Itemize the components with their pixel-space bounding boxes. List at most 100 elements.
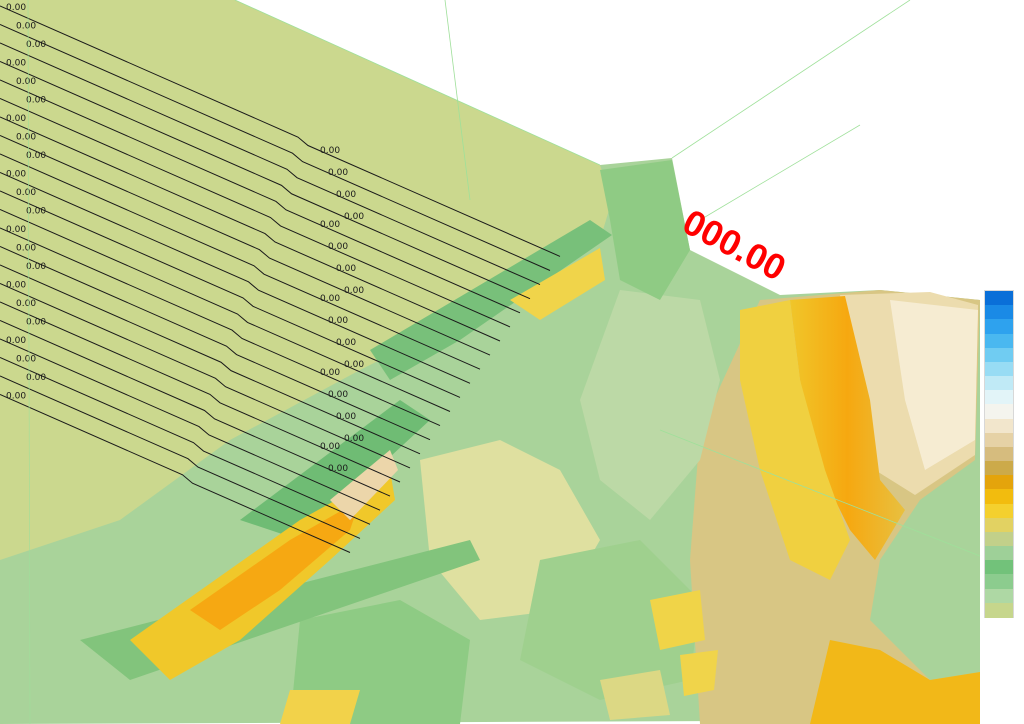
legend-swatch [985,291,1013,306]
contour-label: 0.00 [320,146,340,156]
contour-label: 0.00 [6,281,26,291]
axis-line [671,0,911,159]
contour-label: 0.00 [16,244,36,254]
contour-line [0,375,361,539]
contour-label: 0.00 [16,188,36,198]
legend-swatch [985,531,1013,547]
legend-swatch [985,461,1013,477]
axis-line [27,0,31,724]
legend-swatch [985,305,1013,321]
contour-line [0,61,531,300]
ridge-band-bottom-orange [810,640,980,724]
bump-4 [680,650,718,696]
contour-lines: 0.00 0.00 0.00 0.00 0.00 0.00 0.00 0.00 0.00 0.00… [0,3,561,553]
contour-line [0,246,431,441]
contour-line [0,5,561,257]
contour-label: 0.00 [328,316,348,326]
legend-swatch [985,347,1013,363]
legend-swatch [985,390,1013,406]
contour-line [0,172,471,384]
contour-line [0,98,511,328]
legend-swatch [985,560,1013,576]
contour-line [0,79,521,314]
contour-line [0,116,501,342]
contour-label: 0.00 [16,133,36,143]
contour-label: 0.00 [336,338,356,348]
contour-label: 0.00 [336,190,356,200]
contour-label: 0.00 [320,294,340,304]
ridge-band-cream [890,300,978,470]
ridge-band-orange [790,296,905,560]
spur-upper-yellow [510,248,605,320]
contour-line [0,227,441,427]
contour-line [0,190,461,398]
fold-orange-inner [190,500,360,630]
legend-swatch [985,404,1013,420]
contour-label: 0.00 [328,242,348,252]
contour-label: 0.00 [320,220,340,230]
contour-label: 0.00 [328,464,348,474]
legend-swatch [985,602,1013,618]
axis-line [234,0,601,166]
legend-swatch [985,546,1013,562]
legend-swatch [985,446,1013,462]
legend-swatch [985,489,1013,505]
contour-label: 0.00 [344,360,364,370]
contour-label: 0.00 [344,212,364,222]
color-scale-legend [984,290,1014,618]
legend-swatch [985,361,1013,377]
legend-swatch [985,588,1013,604]
contour-label: 0.00 [320,442,340,452]
legend-swatch [985,475,1013,491]
legend-swatch [985,319,1013,335]
axis-line [444,0,471,201]
contour-line [0,320,391,497]
contour-label: 0.00 [328,390,348,400]
contour-label: 0.00 [16,77,36,87]
contour-label: 0.00 [26,96,46,106]
contour-line [0,357,371,525]
bump-3 [280,690,360,724]
contour-label: 0.00 [26,207,46,217]
bump-2 [600,670,670,720]
contour-label: 0.00 [26,40,46,50]
contour-label: 0.00 [6,225,26,235]
contour-label: 0.00 [16,22,36,32]
contour-label: 0.00 [328,168,348,178]
contour-line [0,264,421,455]
contour-label: 0.00 [336,412,356,422]
contour-label: 0.00 [6,336,26,346]
contour-label: 0.00 [344,286,364,296]
contour-line [0,209,451,412]
contour-label: 0.00 [6,114,26,124]
contour-label: 0.00 [344,434,364,444]
slope-patch-1 [580,290,720,520]
contour-label: 0.00 [26,151,46,161]
contour-line [0,153,481,370]
ridge-band-yellow [740,300,850,580]
contour-line [0,283,411,469]
legend-swatch [985,574,1013,590]
legend-swatch [985,432,1013,448]
contour-line [0,135,491,356]
axis-line [659,429,981,557]
axis-line [699,124,861,221]
contour-line [0,42,541,286]
legend-swatch [985,333,1013,349]
legend-swatch [985,517,1013,533]
contour-label: 0.00 [6,170,26,180]
bump-1 [650,590,705,650]
legend-swatch [985,418,1013,434]
legend-swatch [985,503,1013,519]
contour-label: 0.00 [320,368,340,378]
contour-label: 0.00 [26,318,46,328]
contour-label: 0.00 [16,355,36,365]
contour-line [0,301,401,483]
spur-mid [240,400,430,540]
contour-line [0,338,381,511]
contour-label: 0.00 [6,3,26,13]
slope-patch-5 [600,160,690,300]
contour-label: 0.00 [6,59,26,69]
